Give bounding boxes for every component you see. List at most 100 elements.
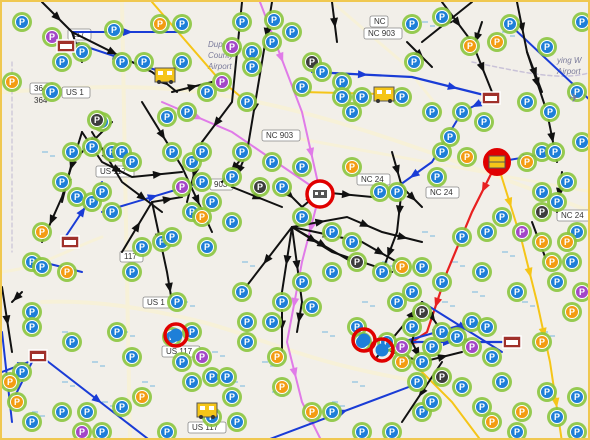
stop-pin[interactable]: P bbox=[457, 147, 477, 167]
stop-pin[interactable]: P bbox=[52, 52, 72, 72]
stop-pin[interactable]: P bbox=[342, 232, 362, 252]
stop-pin[interactable]: P bbox=[150, 14, 170, 34]
stop-pin[interactable]: P bbox=[112, 52, 132, 72]
stop-pin[interactable]: P bbox=[12, 12, 32, 32]
stop-pin[interactable]: P bbox=[387, 182, 407, 202]
stop-pin[interactable]: P bbox=[422, 102, 442, 122]
stop-pin[interactable]: P bbox=[507, 422, 527, 440]
stop-pin[interactable]: P bbox=[32, 222, 52, 242]
stop-pin[interactable]: P bbox=[517, 152, 537, 172]
stop-pin[interactable]: P bbox=[412, 257, 432, 277]
stop-pin[interactable]: P bbox=[134, 52, 154, 72]
stop-pin[interactable]: P bbox=[72, 422, 92, 440]
stop-pin[interactable]: P bbox=[157, 422, 177, 440]
stop-pin[interactable]: P bbox=[72, 42, 92, 62]
stop-pin[interactable]: P bbox=[232, 12, 252, 32]
stop-pin[interactable]: P bbox=[472, 262, 492, 282]
route-pink[interactable] bbox=[259, 2, 322, 440]
bus-icon[interactable] bbox=[154, 67, 176, 84]
stop-pin[interactable]: P bbox=[537, 382, 557, 402]
depot-icon[interactable] bbox=[56, 39, 76, 53]
stop-pin[interactable]: P bbox=[492, 207, 512, 227]
stop-pin[interactable]: P bbox=[302, 297, 322, 317]
stop-pin[interactable]: P bbox=[460, 36, 480, 56]
stop-pin[interactable]: P bbox=[427, 167, 447, 187]
stop-pin[interactable]: P bbox=[172, 177, 192, 197]
stop-pin[interactable]: P bbox=[292, 207, 312, 227]
stop-pin[interactable]: P bbox=[537, 37, 557, 57]
stop-pin[interactable]: P bbox=[372, 262, 392, 282]
hub-icon[interactable] bbox=[305, 179, 335, 209]
stop-pin[interactable]: P bbox=[92, 422, 112, 440]
stop-pin[interactable]: P bbox=[440, 127, 460, 147]
stop-pin[interactable]: P bbox=[212, 72, 232, 92]
stop-pin[interactable]: P bbox=[392, 87, 412, 107]
stop-pin[interactable]: P bbox=[222, 37, 242, 57]
stop-pin[interactable]: P bbox=[272, 177, 292, 197]
stop-pin[interactable]: P bbox=[422, 392, 442, 412]
stop-pin[interactable]: P bbox=[22, 252, 42, 272]
stop-pin[interactable]: P bbox=[102, 202, 122, 222]
stop-pin[interactable]: P bbox=[172, 14, 192, 34]
stop-pin[interactable]: P bbox=[392, 257, 412, 277]
stop-pin[interactable]: P bbox=[557, 172, 577, 192]
stop-pin[interactable]: P bbox=[532, 182, 552, 202]
stop-pin[interactable]: P bbox=[157, 107, 177, 127]
stop-pin[interactable]: P bbox=[487, 32, 507, 52]
stop-pin[interactable]: P bbox=[122, 152, 142, 172]
stop-pin[interactable]: P bbox=[540, 102, 560, 122]
stop-pin[interactable]: P bbox=[402, 14, 422, 34]
route-black-7[interactable] bbox=[91, 131, 163, 213]
stop-pin[interactable]: P bbox=[272, 292, 292, 312]
stop-pin[interactable]: P bbox=[167, 292, 187, 312]
stop-pin[interactable]: P bbox=[517, 92, 537, 112]
stop-pin[interactable]: P bbox=[352, 87, 372, 107]
stop-pin[interactable]: P bbox=[352, 422, 372, 440]
hub-icon[interactable] bbox=[483, 148, 511, 176]
stop-pin[interactable]: P bbox=[482, 347, 502, 367]
stop-pin[interactable]: P bbox=[262, 152, 282, 172]
stop-pin[interactable]: P bbox=[162, 142, 182, 162]
stop-pin[interactable]: P bbox=[52, 402, 72, 422]
stop-pin[interactable]: P bbox=[370, 182, 390, 202]
stop-pin[interactable]: P bbox=[282, 22, 302, 42]
stop-pin[interactable]: P bbox=[547, 192, 567, 212]
stop-pin[interactable]: P bbox=[172, 52, 192, 72]
stop-pin[interactable]: P bbox=[22, 317, 42, 337]
stop-pin[interactable]: P bbox=[262, 32, 282, 52]
stop-pin[interactable]: P bbox=[272, 377, 292, 397]
stop-pin[interactable]: P bbox=[2, 372, 20, 392]
stop-pin[interactable]: P bbox=[22, 302, 42, 322]
depot-icon[interactable] bbox=[60, 235, 80, 249]
stop-pin[interactable]: P bbox=[402, 282, 422, 302]
stop-pin[interactable]: P bbox=[250, 177, 270, 197]
stop-pin[interactable]: P bbox=[474, 112, 494, 132]
stop-pin[interactable]: P bbox=[262, 312, 282, 332]
stop-pin[interactable]: P bbox=[542, 252, 562, 272]
stop-pin[interactable]: P bbox=[177, 102, 197, 122]
stop-pin[interactable]: P bbox=[182, 372, 202, 392]
depot-icon[interactable] bbox=[502, 335, 522, 349]
stop-pin[interactable]: P bbox=[197, 237, 217, 257]
stop-pin[interactable]: P bbox=[572, 282, 590, 302]
stop-pin[interactable]: P bbox=[132, 387, 152, 407]
stop-pin[interactable]: P bbox=[432, 142, 452, 162]
stop-pin[interactable]: P bbox=[572, 132, 590, 152]
stop-pin[interactable]: P bbox=[292, 157, 312, 177]
bus-icon[interactable] bbox=[373, 86, 395, 103]
stop-pin[interactable]: P bbox=[447, 327, 467, 347]
stop-pin[interactable]: P bbox=[532, 232, 552, 252]
stop-pin[interactable]: P bbox=[222, 167, 242, 187]
stop-pin[interactable]: P bbox=[322, 262, 342, 282]
stop-pin[interactable]: P bbox=[182, 152, 202, 172]
stop-pin[interactable]: P bbox=[237, 332, 257, 352]
stop-pin[interactable]: P bbox=[477, 222, 497, 242]
stop-pin[interactable]: P bbox=[122, 347, 142, 367]
stop-pin[interactable]: P bbox=[227, 412, 247, 432]
stop-pin[interactable]: P bbox=[192, 172, 212, 192]
stop-pin[interactable]: P bbox=[322, 222, 342, 242]
hub-markers[interactable]: ✈ bbox=[28, 39, 579, 419]
stop-pin[interactable]: P bbox=[222, 212, 242, 232]
stop-pin[interactable]: P bbox=[452, 102, 472, 122]
